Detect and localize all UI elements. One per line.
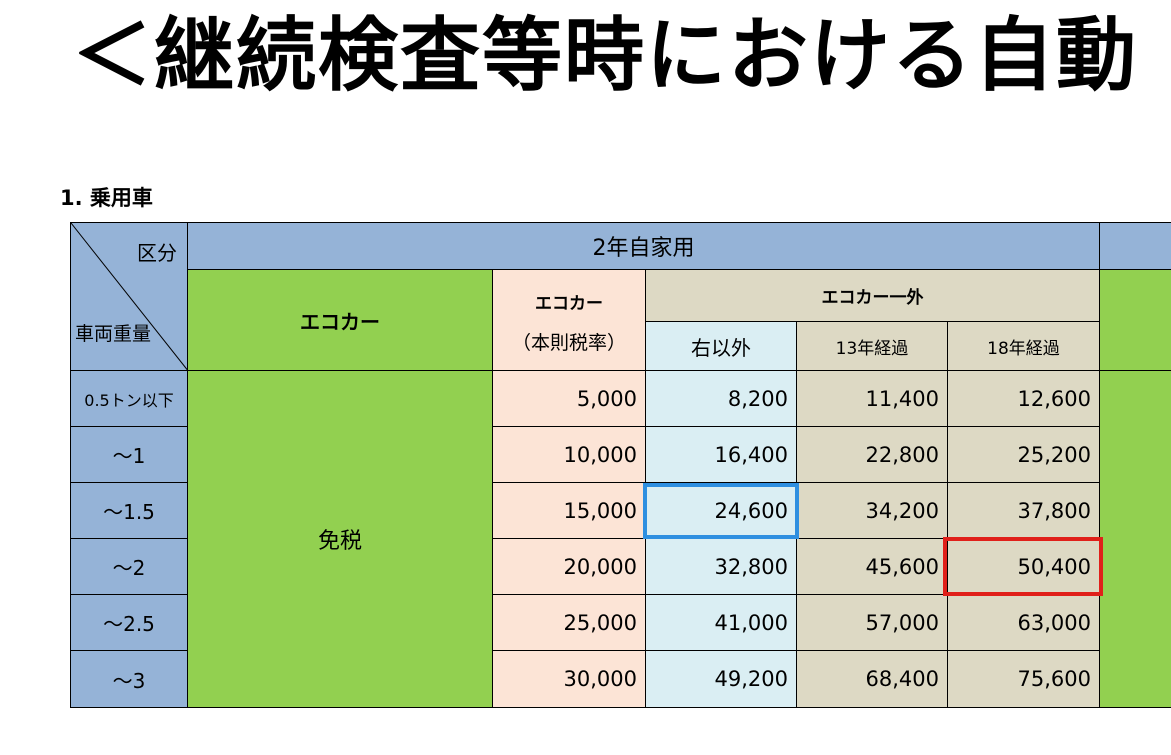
eco-car-header: エコカー <box>187 269 493 371</box>
col-header-18yr: 18年経過 <box>947 321 1100 371</box>
page-title: ＜継続検査等時における自動 <box>72 9 1138 102</box>
other-rate-cell: 49,200 <box>645 650 797 708</box>
col-header-13yr: 13年経過 <box>796 321 948 371</box>
other-rate-cell: 24,600 <box>645 482 797 539</box>
eco-car-base-header: エコカー （本則税率） <box>492 269 646 371</box>
rate-13yr-cell: 34,200 <box>796 482 948 539</box>
other-rate-cell: 8,200 <box>645 370 797 427</box>
base-rate-label: （本則税率） <box>511 332 626 354</box>
next-group-header <box>1099 222 1171 270</box>
weight-cell: 0.5トン以下 <box>70 370 188 427</box>
other-rate-cell: 16,400 <box>645 426 797 483</box>
corner-label-category: 区分 <box>137 241 177 265</box>
rate-13yr-cell: 45,600 <box>796 538 948 595</box>
diagonal-line <box>71 223 187 370</box>
rate-18yr-cell: 25,200 <box>947 426 1100 483</box>
weight-cell: ～2 <box>70 538 188 595</box>
rate-13yr-cell: 11,400 <box>796 370 948 427</box>
weight-cell: ～2.5 <box>70 594 188 651</box>
base-rate-cell: 5,000 <box>492 370 646 427</box>
next-group-body <box>1099 370 1171 708</box>
base-rate-cell: 10,000 <box>492 426 646 483</box>
section-label: 1. 乗用車 <box>60 186 153 210</box>
base-rate-cell: 20,000 <box>492 538 646 595</box>
eco-car-base-label: エコカー <box>535 294 603 314</box>
exempt-cell: 免税 <box>187 370 493 708</box>
base-rate-cell: 25,000 <box>492 594 646 651</box>
rate-18yr-cell: 12,600 <box>947 370 1100 427</box>
rate-18yr-cell: 63,000 <box>947 594 1100 651</box>
rate-18yr-cell: 50,400 <box>947 538 1100 595</box>
rate-13yr-cell: 22,800 <box>796 426 948 483</box>
other-rate-cell: 32,800 <box>645 538 797 595</box>
group-header-2yr: 2年自家用 <box>187 222 1100 270</box>
rate-18yr-cell: 75,600 <box>947 650 1100 708</box>
other-rate-cell: 41,000 <box>645 594 797 651</box>
rate-13yr-cell: 68,400 <box>796 650 948 708</box>
rate-13yr-cell: 57,000 <box>796 594 948 651</box>
non-eco-car-header: エコカー一外 <box>645 269 1100 322</box>
base-rate-cell: 15,000 <box>492 482 646 539</box>
next-group-subheader <box>1099 269 1171 371</box>
weight-cell: ～1.5 <box>70 482 188 539</box>
weight-cell: ～3 <box>70 650 188 708</box>
rate-18yr-cell: 37,800 <box>947 482 1100 539</box>
base-rate-cell: 30,000 <box>492 650 646 708</box>
corner-header: 区分 車両重量 <box>70 222 188 371</box>
corner-label-weight: 車両重量 <box>75 323 152 345</box>
col-header-other: 右以外 <box>645 321 797 371</box>
weight-cell: ～1 <box>70 426 188 483</box>
